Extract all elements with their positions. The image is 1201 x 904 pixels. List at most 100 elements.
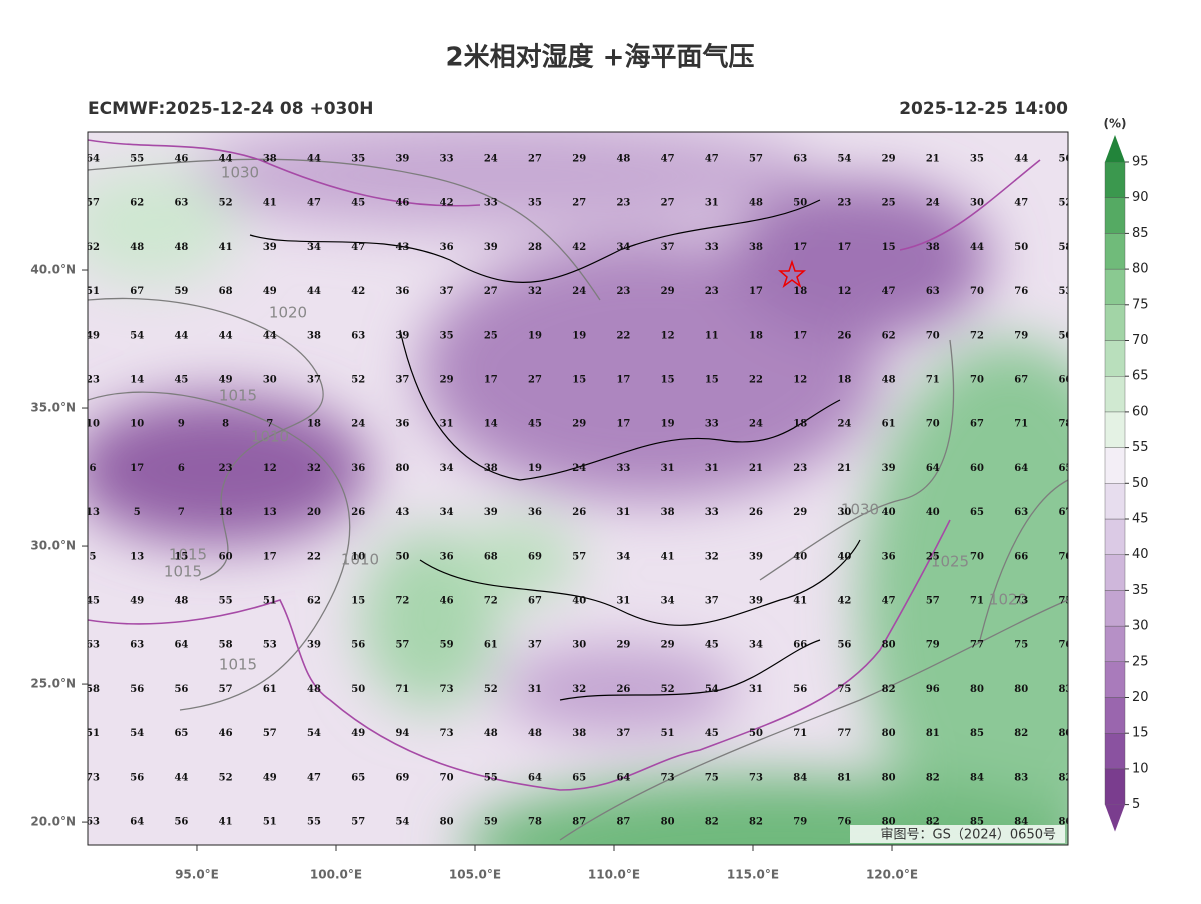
rh-value: 48 [749,198,763,209]
rh-value: 49 [219,375,233,386]
rh-value: 50 [1058,330,1072,341]
rh-value: 22 [749,375,763,386]
rh-value: 48 [528,728,542,739]
rh-value: 52 [219,772,233,783]
rh-value: 31 [749,684,763,695]
rh-value: 24 [484,154,498,165]
rh-value: 27 [484,286,498,297]
rh-value: 72 [970,330,984,341]
map-frame [87,131,1069,846]
rh-value: 36 [395,286,409,297]
rh-value: 80 [661,817,675,828]
rh-value: 29 [616,640,630,651]
rh-value: 27 [528,154,542,165]
rh-value: 57 [395,640,409,651]
rh-value: 12 [263,463,277,474]
rh-value: 63 [86,640,100,651]
colorbar-cell [1104,483,1126,520]
rh-value: 83 [1014,772,1028,783]
rh-value: 53 [263,640,277,651]
colorbar-label: 80 [1132,262,1149,277]
rh-value: 57 [86,198,100,209]
rh-value: 23 [219,463,233,474]
colorbar-label: 15 [1132,726,1149,741]
isobar-label: 1015 [164,563,202,581]
rh-value: 64 [130,817,144,828]
rh-value: 48 [882,375,896,386]
colorbar-cell [1104,340,1126,377]
rh-value: 24 [749,419,763,430]
colorbar-top [1105,135,1125,162]
rh-value: 83 [1058,684,1072,695]
rh-value: 38 [749,242,763,253]
rh-value: 49 [130,596,144,607]
rh-value: 52 [1058,198,1072,209]
rh-value: 59 [440,640,454,651]
rh-value: 38 [484,463,498,474]
rh-value: 44 [307,154,321,165]
rh-value: 52 [661,684,675,695]
rh-value: 32 [528,286,542,297]
rh-value: 71 [926,375,940,386]
rh-value: 64 [616,772,630,783]
rh-value: 37 [705,596,719,607]
rh-value: 56 [130,684,144,695]
rh-value: 67 [1014,375,1028,386]
rh-value: 69 [395,772,409,783]
rh-value: 67 [970,419,984,430]
colorbar-cell [1104,447,1126,484]
rh-value: 62 [307,596,321,607]
rh-value: 80 [1014,684,1028,695]
rh-value: 31 [705,198,719,209]
rh-value: 82 [749,817,763,828]
colorbar-label: 50 [1132,476,1149,491]
rh-value: 58 [86,684,100,695]
rh-value: 18 [793,286,807,297]
rh-value: 57 [263,728,277,739]
rh-value: 39 [484,507,498,518]
rh-value: 84 [793,772,807,783]
rh-value: 32 [572,684,586,695]
rh-value: 45 [705,640,719,651]
rh-value: 80 [882,772,896,783]
rh-value: 65 [1058,463,1072,474]
colorbar-cell [1104,304,1126,341]
rh-value: 58 [219,640,233,651]
colorbar-bottom [1105,804,1125,832]
rh-value: 36 [528,507,542,518]
colorbar-cell [1104,590,1126,627]
rh-value: 31 [616,596,630,607]
rh-value: 84 [970,772,984,783]
rh-value: 79 [793,817,807,828]
rh-value: 35 [440,330,454,341]
rh-value: 56 [174,684,188,695]
rh-value: 44 [307,286,321,297]
rh-value: 19 [528,330,542,341]
rh-value: 22 [616,330,630,341]
rh-value: 44 [219,154,233,165]
colorbar-cell [1104,661,1126,698]
rh-value: 66 [793,640,807,651]
rh-value: 65 [174,728,188,739]
rh-value: 80 [882,817,896,828]
rh-value: 44 [174,330,188,341]
rh-value: 37 [661,242,675,253]
rh-value: 57 [572,551,586,562]
rh-value: 24 [351,419,365,430]
lon-tick-label: 120.0°E [866,868,918,882]
colorbar-cell [1104,518,1126,555]
rh-value: 54 [130,330,144,341]
rh-value: 40 [793,551,807,562]
rh-value: 18 [219,507,233,518]
rh-value: 79 [926,640,940,651]
rh-value: 30 [837,507,851,518]
rh-value: 26 [749,507,763,518]
rh-value: 17 [616,419,630,430]
rh-value: 42 [440,198,454,209]
rh-value: 35 [351,154,365,165]
rh-value: 39 [307,640,321,651]
colorbar-label: 85 [1132,226,1149,241]
rh-value: 15 [572,375,586,386]
rh-value: 30 [572,640,586,651]
rh-value: 45 [705,728,719,739]
